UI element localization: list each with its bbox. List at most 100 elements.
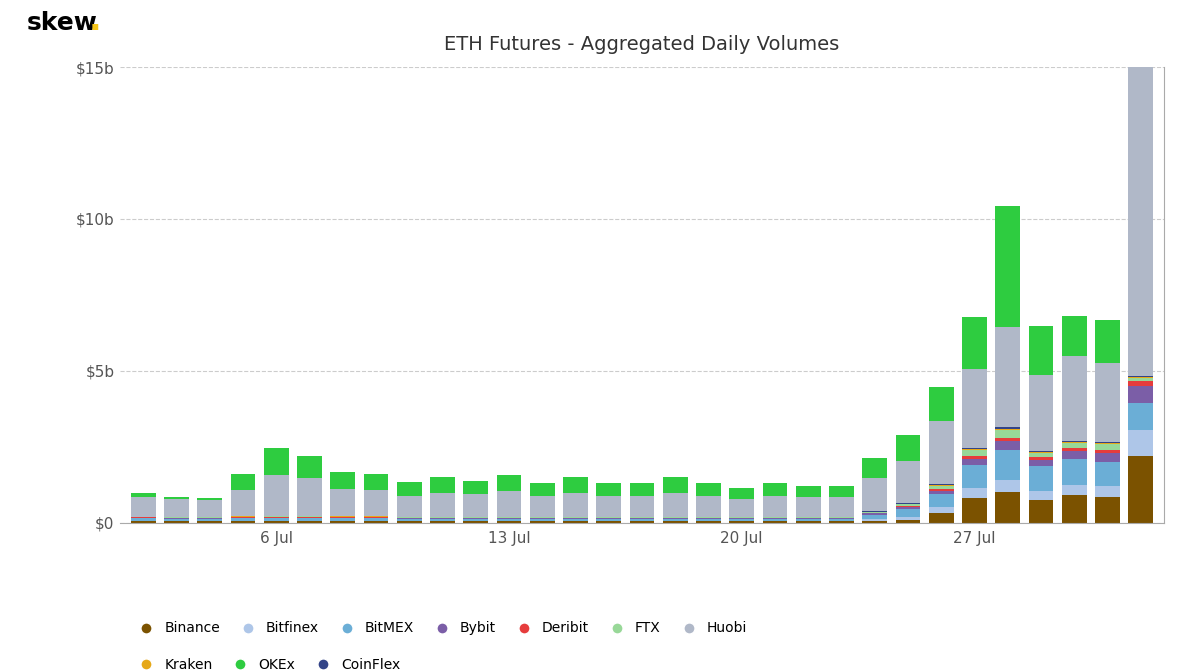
Bar <box>230 490 256 516</box>
Bar <box>298 516 322 517</box>
Bar <box>1028 453 1054 458</box>
Bar <box>895 461 920 503</box>
Bar <box>895 435 920 461</box>
Bar <box>1096 496 1120 523</box>
Bar <box>796 521 821 523</box>
Bar <box>863 512 887 513</box>
Bar <box>197 519 222 521</box>
Bar <box>529 519 554 521</box>
Bar <box>430 521 455 523</box>
Bar <box>662 492 688 517</box>
Bar <box>962 449 986 450</box>
Bar <box>596 519 622 521</box>
Bar <box>397 496 421 517</box>
Bar <box>829 519 854 521</box>
Bar <box>298 456 322 478</box>
Bar <box>1062 484 1087 495</box>
Bar <box>1028 466 1054 490</box>
Bar <box>1128 377 1153 379</box>
Bar <box>895 519 920 523</box>
Bar <box>1028 500 1054 523</box>
Bar <box>929 507 954 513</box>
Bar <box>298 521 322 523</box>
Bar <box>1028 375 1054 451</box>
Bar <box>863 515 887 519</box>
Bar <box>962 465 986 488</box>
Bar <box>529 496 554 517</box>
Bar <box>1062 459 1087 484</box>
Bar <box>863 519 887 521</box>
Bar <box>364 474 389 490</box>
Bar <box>696 521 721 523</box>
Bar <box>762 519 787 521</box>
Bar <box>563 521 588 523</box>
Bar <box>995 492 1020 523</box>
Bar <box>1062 451 1087 459</box>
Bar <box>497 475 522 491</box>
Bar <box>730 519 755 521</box>
Bar <box>596 496 622 517</box>
Bar <box>1128 63 1153 376</box>
Bar <box>1128 379 1153 381</box>
Bar <box>197 521 222 523</box>
Bar <box>596 521 622 523</box>
Bar <box>796 497 821 517</box>
Bar <box>230 474 256 490</box>
Bar <box>829 497 854 517</box>
Bar <box>962 456 986 459</box>
Bar <box>330 519 355 521</box>
Bar <box>895 507 920 509</box>
Bar <box>1128 376 1153 377</box>
Bar <box>995 206 1020 327</box>
Bar <box>1128 381 1153 386</box>
Bar <box>164 499 188 517</box>
Bar <box>796 519 821 521</box>
Bar <box>929 421 954 484</box>
Bar <box>529 521 554 523</box>
Bar <box>662 519 688 521</box>
Bar <box>929 489 954 490</box>
Bar <box>762 484 787 496</box>
Bar <box>995 441 1020 450</box>
Bar <box>397 482 421 496</box>
Bar <box>197 498 222 500</box>
Bar <box>529 483 554 496</box>
Bar <box>829 486 854 497</box>
Bar <box>962 459 986 465</box>
Bar <box>364 490 389 516</box>
Bar <box>330 521 355 523</box>
Bar <box>895 509 920 517</box>
Bar <box>131 496 156 517</box>
Bar <box>1096 450 1120 453</box>
Bar <box>298 478 322 516</box>
Bar <box>164 521 188 523</box>
Bar <box>264 474 289 516</box>
Bar <box>1028 452 1054 453</box>
Bar <box>1096 442 1120 443</box>
Bar <box>497 521 522 523</box>
Bar <box>1096 443 1120 444</box>
Bar <box>995 450 1020 480</box>
Text: .: . <box>89 4 102 37</box>
Bar <box>995 427 1020 429</box>
Bar <box>397 519 421 521</box>
Bar <box>863 458 887 478</box>
Bar <box>1096 320 1120 362</box>
Bar <box>730 488 755 498</box>
Bar <box>696 496 721 517</box>
Bar <box>962 498 986 523</box>
Bar <box>1062 441 1087 442</box>
Bar <box>1096 462 1120 486</box>
Bar <box>796 486 821 497</box>
Bar <box>264 519 289 521</box>
Bar <box>596 484 622 496</box>
Bar <box>1028 460 1054 466</box>
Text: skew: skew <box>26 11 97 35</box>
Bar <box>131 519 156 521</box>
Bar <box>364 521 389 523</box>
Bar <box>895 504 920 507</box>
Bar <box>995 438 1020 441</box>
Bar <box>929 486 954 489</box>
Bar <box>298 519 322 521</box>
Bar <box>164 496 188 499</box>
